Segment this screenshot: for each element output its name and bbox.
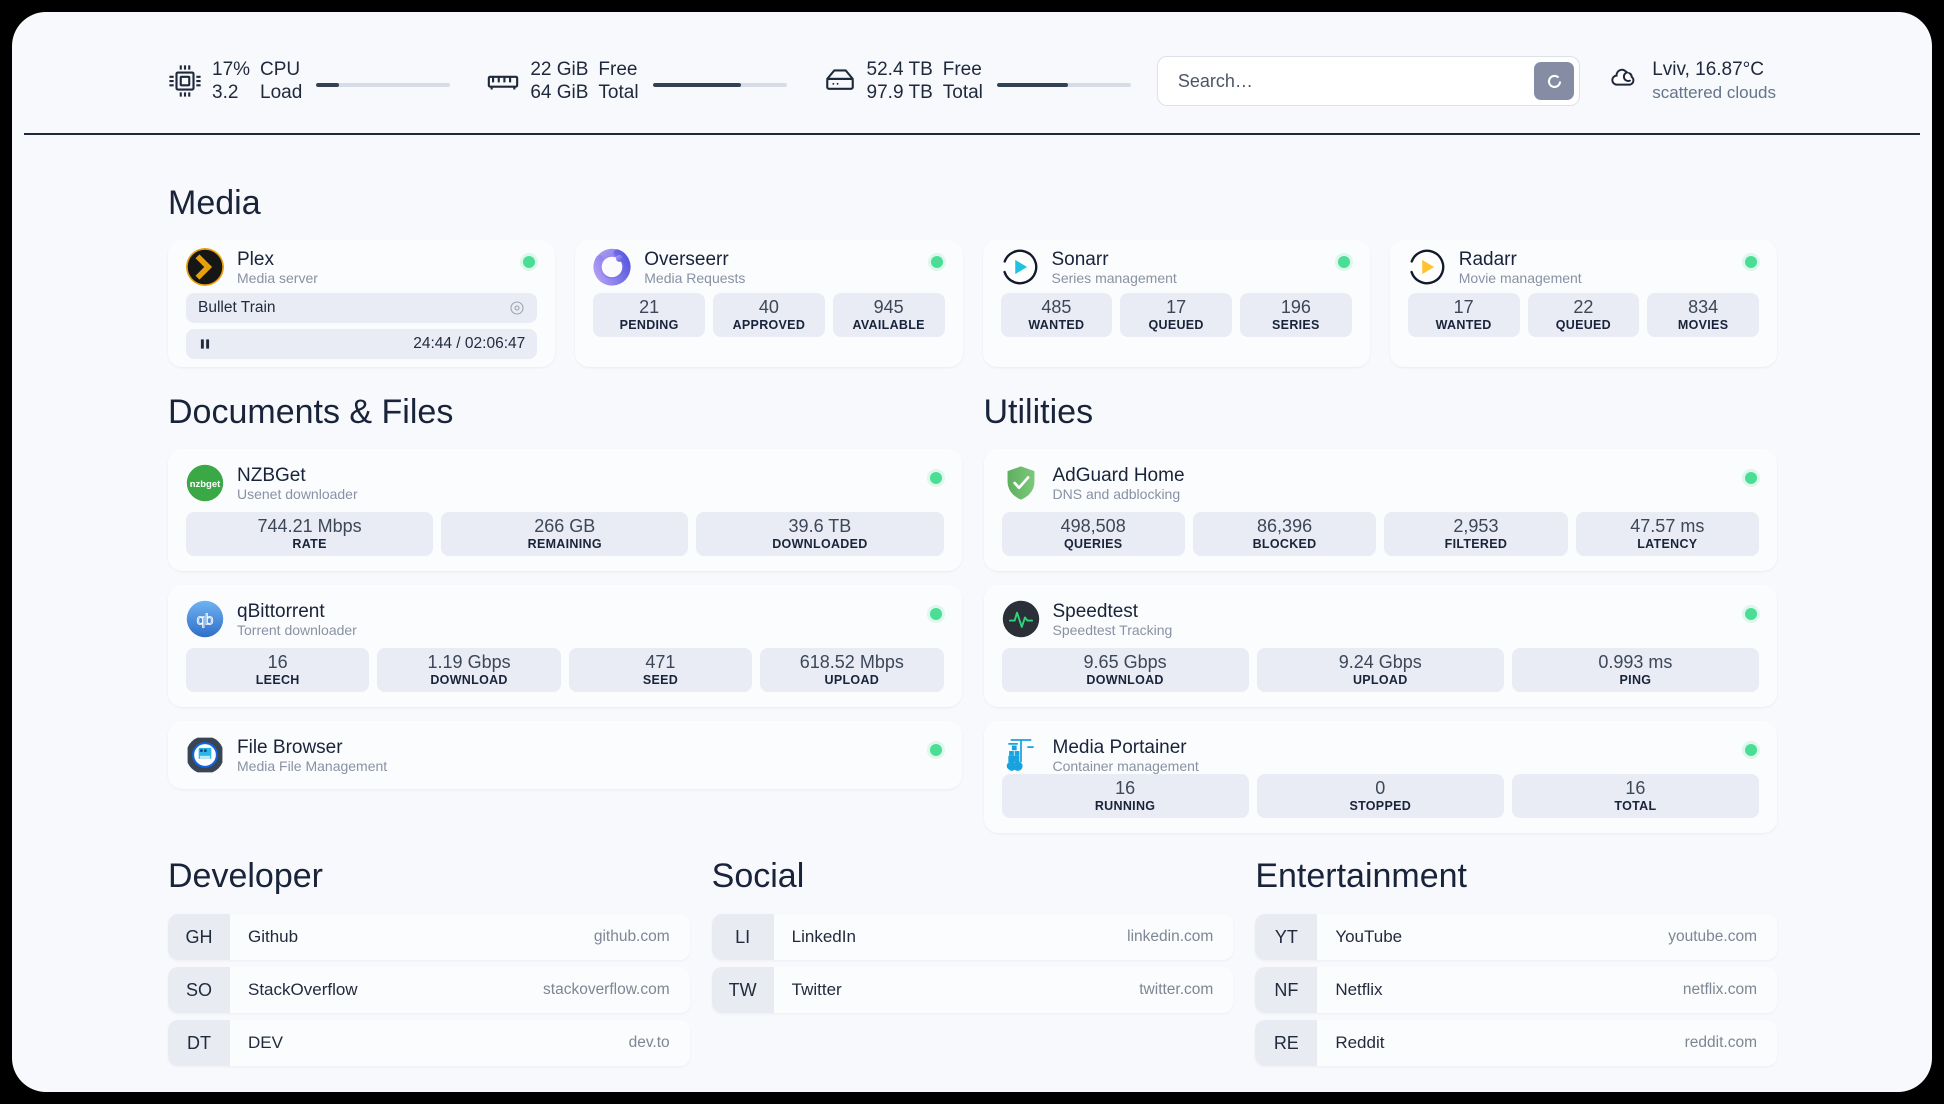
svg-text:qb: qb <box>197 612 214 629</box>
svg-text:nzbget: nzbget <box>190 479 221 490</box>
